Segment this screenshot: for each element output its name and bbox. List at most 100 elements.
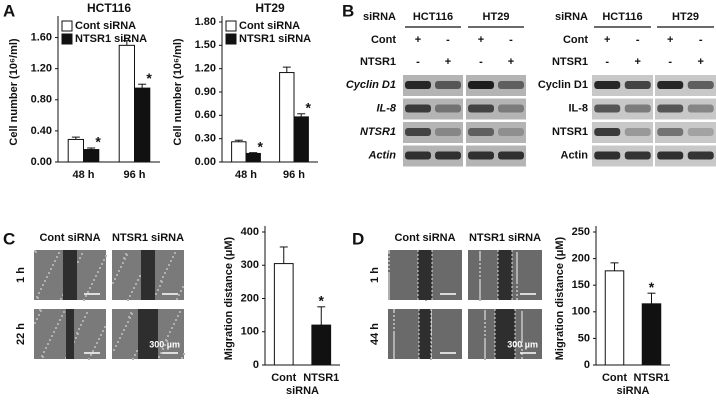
- band: [657, 104, 684, 113]
- cell-speck: [388, 264, 390, 266]
- blot-panel: [403, 145, 463, 167]
- y-tick-label: 150: [572, 279, 590, 291]
- cell-speck: [479, 279, 481, 281]
- cell-speck: [393, 347, 395, 349]
- cell-speck: [516, 262, 518, 264]
- cell-speck: [521, 319, 523, 321]
- wound: [419, 309, 431, 359]
- y-tick-label: 100: [241, 326, 259, 338]
- band: [657, 81, 684, 89]
- column-label: NTSR1 siRNA: [112, 232, 184, 244]
- cell-speck: [117, 341, 119, 343]
- gene-label: Cyclin D1: [346, 79, 396, 91]
- band: [624, 128, 651, 136]
- cell-speck: [516, 268, 518, 270]
- cell-speck: [388, 280, 390, 282]
- cell-speck: [516, 272, 518, 274]
- significance: *: [146, 70, 152, 86]
- cell-speck: [166, 268, 168, 270]
- band: [468, 151, 494, 160]
- cell-speck: [479, 259, 481, 261]
- blot-panel: [403, 122, 463, 143]
- cell-speck: [479, 251, 481, 253]
- cell-speck: [388, 288, 390, 290]
- x-tick-label: 48 h: [72, 169, 94, 181]
- bar: [67, 138, 84, 163]
- sign: +: [415, 34, 421, 46]
- band: [405, 81, 431, 89]
- cell-speck: [516, 254, 518, 256]
- cell-speck: [137, 279, 139, 281]
- band: [687, 104, 714, 113]
- cell-speck: [35, 251, 37, 253]
- chart-title: HT29: [255, 1, 285, 15]
- cell-speck: [479, 275, 481, 277]
- x-tick-label: NTSR1: [633, 372, 669, 384]
- legend-swatch: [225, 33, 237, 45]
- cell-speck: [516, 290, 518, 292]
- cell-speck: [484, 348, 486, 350]
- cell-speck: [122, 262, 124, 264]
- bar: [293, 116, 309, 163]
- cell-speck: [162, 276, 164, 278]
- sign: -: [668, 56, 672, 68]
- cell-speck: [49, 339, 51, 341]
- bar: [231, 141, 247, 163]
- chart-title: HCT116: [87, 1, 131, 15]
- y-tick-label: 0: [584, 359, 590, 371]
- cell-speck: [52, 264, 54, 266]
- cell-speck: [85, 295, 87, 297]
- band: [657, 128, 684, 136]
- cell-speck: [516, 258, 518, 260]
- cell-speck: [479, 281, 481, 283]
- sign: +: [508, 56, 514, 68]
- cell-speck: [484, 322, 486, 324]
- cell-speck: [50, 268, 52, 270]
- cell-speck: [100, 334, 102, 336]
- cell-speck: [136, 350, 138, 352]
- cell-speck: [42, 356, 44, 358]
- cell-speck: [521, 339, 523, 341]
- cell-speck: [521, 337, 523, 339]
- cell-speck: [155, 293, 157, 295]
- cell-speck: [40, 310, 42, 312]
- cell-speck: [54, 260, 56, 262]
- cell-speck: [34, 322, 36, 324]
- cell-speck: [521, 321, 523, 323]
- bar: [641, 303, 662, 366]
- band: [498, 151, 524, 160]
- cell-speck: [484, 342, 486, 344]
- cell-speck: [129, 317, 131, 319]
- y-axis-label: Migration distance (μM): [554, 236, 566, 360]
- x-tick-label: 48 h: [235, 169, 257, 181]
- cell-speck: [479, 253, 481, 255]
- bar: [118, 44, 135, 163]
- cell-speck: [388, 286, 390, 288]
- cell-speck: [521, 317, 523, 319]
- blot-panel: [655, 75, 716, 96]
- cell-speck: [393, 351, 395, 353]
- blot-header: siRNA: [363, 11, 396, 23]
- sign: +: [635, 56, 641, 68]
- cell-speck: [393, 327, 395, 329]
- cell-speck: [92, 350, 94, 352]
- cell-speck: [388, 294, 390, 296]
- cell-speck: [175, 319, 177, 321]
- gene-label: Cyclin D1: [538, 79, 588, 91]
- cell-speck: [38, 314, 40, 316]
- significance: *: [305, 99, 311, 115]
- y-axis-label: Migration distance (μM): [223, 236, 235, 360]
- cell-speck: [84, 316, 86, 318]
- gene-label: IL-8: [376, 102, 396, 114]
- cell-speck: [393, 339, 395, 341]
- cell-speck: [393, 349, 395, 351]
- cell-speck: [393, 333, 395, 335]
- panel-letter: D: [352, 229, 364, 248]
- cell-speck: [521, 331, 523, 333]
- cell-speck: [120, 266, 122, 268]
- band: [435, 104, 461, 113]
- cell-speck: [516, 264, 518, 266]
- cell-speck: [61, 315, 63, 317]
- cell-speck: [45, 347, 47, 349]
- band: [405, 104, 431, 113]
